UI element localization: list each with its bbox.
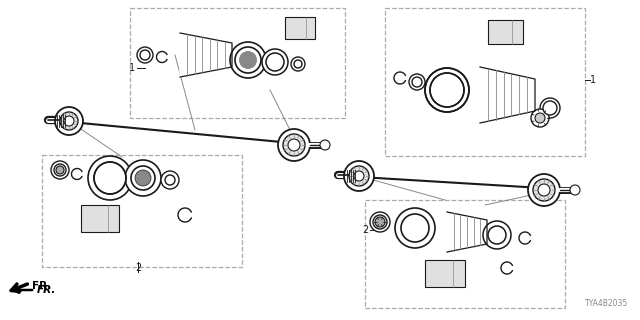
- Circle shape: [533, 179, 555, 201]
- Circle shape: [266, 53, 284, 71]
- Circle shape: [320, 140, 330, 150]
- Circle shape: [239, 51, 257, 69]
- Circle shape: [344, 161, 374, 191]
- Polygon shape: [480, 67, 535, 123]
- Circle shape: [373, 215, 387, 229]
- Polygon shape: [81, 204, 119, 231]
- Polygon shape: [180, 33, 232, 77]
- Bar: [130, 8, 345, 118]
- Circle shape: [55, 107, 83, 135]
- Circle shape: [354, 171, 364, 181]
- Circle shape: [283, 134, 305, 156]
- Circle shape: [56, 166, 64, 174]
- Circle shape: [161, 171, 179, 189]
- Polygon shape: [447, 212, 487, 252]
- Circle shape: [538, 184, 550, 196]
- Circle shape: [528, 174, 560, 206]
- Circle shape: [135, 170, 151, 186]
- Circle shape: [294, 60, 302, 68]
- Circle shape: [540, 98, 560, 118]
- Circle shape: [430, 73, 464, 107]
- Circle shape: [483, 221, 511, 249]
- Polygon shape: [425, 260, 465, 286]
- Circle shape: [288, 139, 300, 151]
- Circle shape: [291, 57, 305, 71]
- Circle shape: [409, 74, 425, 90]
- Text: 1: 1: [129, 63, 135, 73]
- Circle shape: [433, 76, 461, 104]
- Text: FR.: FR.: [32, 281, 51, 291]
- Text: 2: 2: [135, 263, 141, 273]
- Text: 2: 2: [362, 225, 368, 235]
- Circle shape: [531, 109, 549, 127]
- Circle shape: [370, 212, 390, 232]
- Circle shape: [88, 156, 132, 200]
- Circle shape: [570, 185, 580, 195]
- Circle shape: [433, 76, 461, 104]
- Circle shape: [125, 160, 161, 196]
- Text: FR.: FR.: [37, 285, 56, 295]
- Circle shape: [97, 165, 123, 191]
- Circle shape: [262, 49, 288, 75]
- Bar: [365, 200, 565, 308]
- Circle shape: [395, 208, 435, 248]
- Circle shape: [51, 161, 69, 179]
- Circle shape: [235, 47, 261, 73]
- Polygon shape: [285, 17, 315, 39]
- Circle shape: [64, 116, 74, 126]
- Circle shape: [401, 214, 429, 242]
- Circle shape: [412, 77, 422, 87]
- Circle shape: [54, 164, 66, 176]
- Circle shape: [131, 166, 155, 190]
- Circle shape: [140, 50, 150, 60]
- Circle shape: [230, 42, 266, 78]
- Bar: [42, 155, 242, 267]
- Circle shape: [94, 162, 126, 194]
- Text: 1: 1: [590, 75, 596, 85]
- Bar: [385, 8, 585, 156]
- Circle shape: [278, 129, 310, 161]
- Circle shape: [165, 175, 175, 185]
- Circle shape: [425, 68, 469, 112]
- Circle shape: [543, 101, 557, 115]
- Circle shape: [535, 113, 545, 123]
- Text: TYA4B2035: TYA4B2035: [585, 299, 628, 308]
- Circle shape: [137, 47, 153, 63]
- Circle shape: [375, 217, 385, 227]
- Polygon shape: [488, 20, 522, 44]
- Circle shape: [488, 226, 506, 244]
- Circle shape: [349, 166, 369, 186]
- Circle shape: [60, 112, 78, 130]
